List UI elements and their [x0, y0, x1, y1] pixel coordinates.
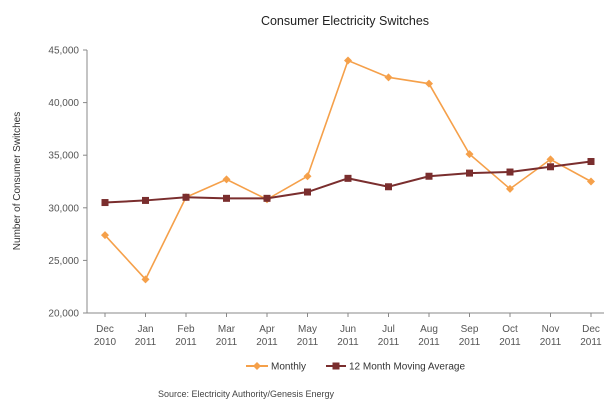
data-point [384, 73, 393, 82]
y-axis-label: Number of Consumer Switches [12, 112, 23, 250]
data-point [141, 275, 150, 284]
x-tick-label: Mar 2011 [216, 324, 238, 348]
legend-label: 12 Month Moving Average [349, 362, 465, 373]
data-point [546, 155, 555, 164]
data-point [223, 194, 230, 202]
legend-marker [253, 362, 261, 370]
y-tick-label: 45,000 [48, 46, 79, 57]
y-tick-label: 30,000 [48, 203, 79, 214]
data-point [385, 183, 392, 191]
source-note: Source: Electricity Authority/Genesis En… [158, 389, 335, 399]
x-tick-label: Sep 2011 [459, 324, 481, 348]
y-tick-label: 20,000 [48, 309, 79, 320]
x-tick-label: Oct 2011 [499, 324, 521, 348]
legend-label: Monthly [271, 362, 306, 373]
x-tick-label: Dec 2011 [580, 324, 602, 348]
data-point [506, 168, 514, 176]
x-axis-ticks: Dec 2010 Jan 2011 Feb 2011 Mar 2011 Apr 2011 May 20… [94, 313, 602, 348]
y-tick-label: 40,000 [48, 98, 79, 109]
x-tick-label: Jun 2011 [337, 324, 359, 348]
data-point [587, 177, 595, 186]
x-tick-label: Feb 2011 [175, 324, 197, 348]
y-axis-ticks: 20,000 25,000 30,000 35,000 40,000 45,000 [48, 46, 87, 320]
data-point [344, 174, 352, 182]
x-tick-label: May 2011 [297, 324, 319, 348]
data-point [222, 175, 231, 184]
data-point [142, 196, 149, 204]
chart-title: Consumer Electricity Switches [261, 14, 429, 28]
legend-item: Monthly [246, 362, 306, 373]
data-point [506, 184, 514, 193]
x-tick-label: Nov 2011 [540, 324, 562, 348]
data-point [304, 188, 311, 196]
x-tick-label: Jul 2011 [378, 324, 400, 348]
data-point [101, 199, 109, 207]
series-line [104, 59, 592, 281]
data-point [425, 79, 433, 88]
x-tick-label: Aug 2011 [418, 324, 440, 348]
series-layer [101, 56, 595, 284]
data-point [344, 56, 352, 65]
data-point [101, 231, 109, 240]
y-tick-label: 35,000 [48, 151, 79, 162]
data-point [263, 194, 271, 202]
x-tick-label: Jan 2011 [135, 324, 157, 348]
series-moving-average [101, 158, 595, 207]
x-tick-label: Dec 2010 [94, 324, 117, 348]
data-point [425, 172, 433, 180]
x-tick-label: Apr 2011 [256, 324, 278, 348]
data-point [465, 150, 474, 159]
data-point [547, 163, 554, 171]
y-tick-label: 25,000 [48, 256, 79, 267]
data-point [466, 169, 473, 177]
legend-marker [332, 362, 340, 370]
legend-item: 12 Month Moving Average [326, 362, 465, 373]
data-point [587, 158, 595, 166]
data-point [182, 193, 190, 201]
legend: Monthly 12 Month Moving Average [246, 362, 465, 373]
data-point [303, 172, 312, 181]
